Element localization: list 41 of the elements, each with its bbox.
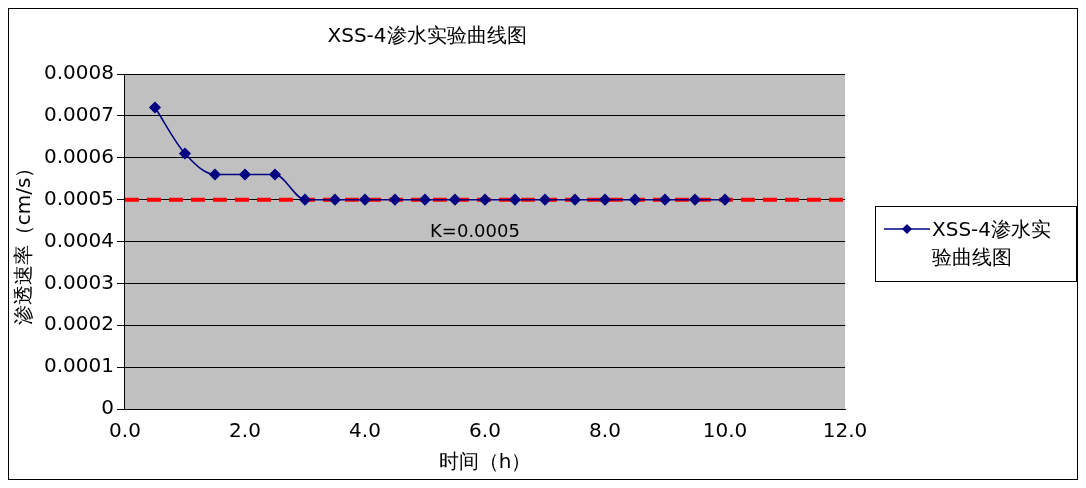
y-tick-label: 0.0002 [44, 311, 114, 336]
point [299, 193, 311, 206]
y-tick-label: 0.0003 [44, 269, 114, 294]
y-tick-label: 0.0007 [44, 102, 114, 127]
x-tick-label: 8.0 [589, 418, 621, 443]
point [629, 193, 641, 206]
x-tick-label: 0.0 [109, 418, 141, 443]
x-tick-label: 6.0 [469, 418, 501, 443]
x-tick-label: 12.0 [822, 418, 868, 443]
y-tick-label: 0.0004 [44, 227, 114, 252]
ref-line-label: K=0.0005 [430, 220, 520, 242]
point [359, 193, 371, 206]
x-tick-label: 4.0 [349, 418, 381, 443]
point [329, 193, 341, 206]
point [719, 193, 731, 206]
point [599, 193, 611, 206]
point [419, 193, 431, 206]
x-tick-label: 10.0 [702, 418, 748, 443]
y-tick-label: 0.0001 [44, 353, 114, 378]
point [569, 193, 581, 206]
legend-label: XSS-4渗水实验曲线图 [932, 216, 1053, 271]
point [539, 193, 551, 206]
point [449, 193, 461, 206]
point [509, 193, 521, 206]
y-tick-label: 0 [101, 395, 114, 420]
y-axis-title: 渗透速率（cm/s） [11, 157, 36, 326]
point [479, 193, 491, 206]
point [659, 193, 671, 206]
point [389, 193, 401, 206]
point [179, 147, 191, 160]
y-tick-label: 0.0008 [44, 60, 114, 85]
point [149, 101, 161, 114]
y-tick-label: 0.0005 [44, 185, 114, 210]
x-tick-label: 2.0 [229, 418, 261, 443]
point [269, 168, 281, 181]
chart-title: XSS-4渗水实验曲线图 [327, 23, 527, 48]
x-axis-title: 时间（h） [438, 449, 532, 474]
point [239, 168, 251, 181]
point [689, 193, 701, 206]
y-tick-label: 0.0006 [44, 143, 114, 168]
point [209, 168, 221, 181]
